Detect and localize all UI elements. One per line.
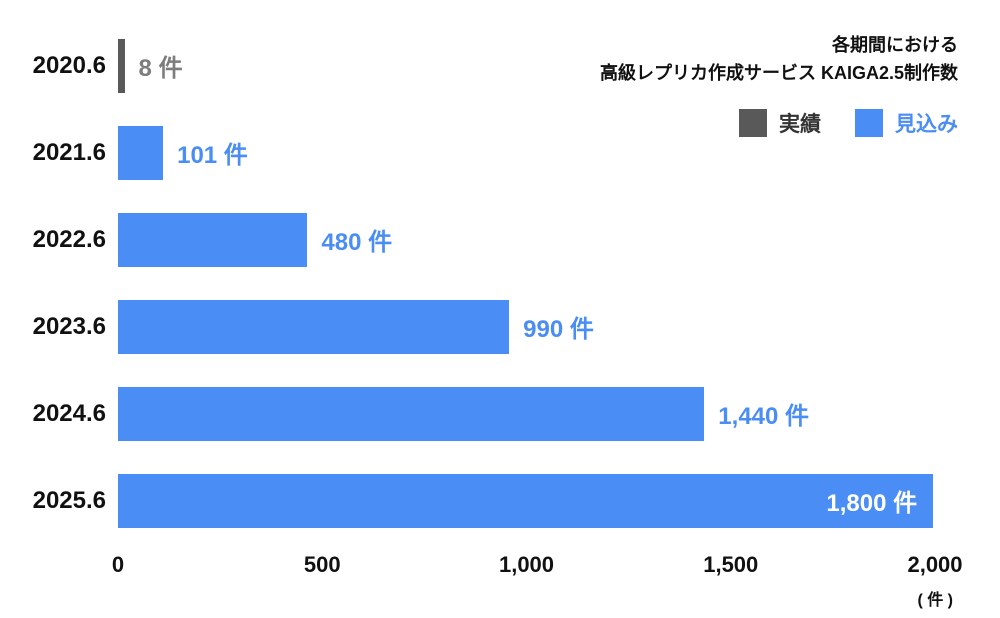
plot-area: 8 件 xyxy=(118,38,938,93)
plot-area: 101 件 xyxy=(118,125,938,180)
category-label: 2020.6 xyxy=(32,51,106,79)
legend-forecast-label: 見込み xyxy=(895,113,958,136)
chart-title-line1: 各期間における xyxy=(832,35,958,55)
plot-area: 1,800 件 xyxy=(118,473,938,528)
chart-title: 各期間における 高級レプリカ作成サービス KAIGA2.5制作数 xyxy=(600,32,958,88)
x-axis-tick: 2,000 xyxy=(907,552,963,577)
value-label: 1,800 件 xyxy=(826,490,918,517)
bar-rows: 2020.6 8 件 2021.6 101 件 2022.6 480 件 202… xyxy=(22,22,938,544)
chart-row-2023: 2023.6 990 件 xyxy=(22,283,938,370)
legend: 実績 見込み xyxy=(739,108,958,138)
chart-row-2021: 2021.6 101 件 xyxy=(22,109,938,196)
bar-forecast xyxy=(118,386,705,441)
plot-area: 480 件 xyxy=(118,212,938,267)
x-axis-unit: ( 件 ) xyxy=(917,592,953,609)
legend-actual-swatch xyxy=(739,109,767,137)
legend-actual-label: 実績 xyxy=(779,113,821,136)
x-axis-tick: 1,500 xyxy=(703,552,759,577)
value-label: 480 件 xyxy=(321,229,393,256)
category-label: 2023.6 xyxy=(32,312,106,340)
category-label: 2022.6 xyxy=(32,225,106,253)
legend-forecast-swatch xyxy=(855,109,883,137)
legend-item-forecast: 見込み xyxy=(855,108,958,138)
x-axis-tick: 0 xyxy=(111,552,125,577)
chart-row-2025: 2025.6 1,800 件 xyxy=(22,457,938,544)
bar-forecast xyxy=(118,125,164,180)
chart-row-2022: 2022.6 480 件 xyxy=(22,196,938,283)
value-label: 1,440 件 xyxy=(718,403,810,430)
category-label: 2021.6 xyxy=(32,138,106,166)
bar-actual xyxy=(118,38,125,93)
plot-area: 1,440 件 xyxy=(118,386,938,441)
value-label: 990 件 xyxy=(523,316,594,343)
bar-forecast xyxy=(118,299,510,354)
chart-row-2020: 2020.6 8 件 xyxy=(22,22,938,109)
category-label: 2025.6 xyxy=(32,486,106,514)
x-axis: 0 500 1,000 1,500 2,000 ( 件 ) xyxy=(112,552,963,609)
plot-area: 990 件 xyxy=(118,299,938,354)
bar-forecast xyxy=(118,473,934,528)
chart-row-2024: 2024.6 1,440 件 xyxy=(22,370,938,457)
value-label: 101 件 xyxy=(177,142,248,169)
x-axis-tick: 1,000 xyxy=(498,552,555,577)
bar-forecast xyxy=(118,212,308,267)
chart-title-line2: 高級レプリカ作成サービス KAIGA2.5制作数 xyxy=(599,62,958,83)
value-label: 8 件 xyxy=(138,55,183,82)
x-axis-tick: 500 xyxy=(303,552,341,577)
category-label: 2024.6 xyxy=(32,399,106,427)
legend-item-actual: 実績 xyxy=(739,108,821,138)
